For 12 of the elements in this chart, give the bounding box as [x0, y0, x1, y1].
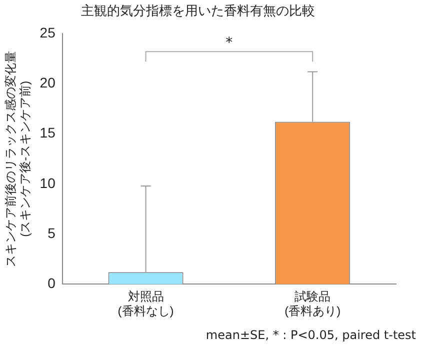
- y-tick-label: 5: [48, 224, 56, 241]
- annotation: *: [226, 35, 233, 52]
- text: mean±SE, * : P<0.05, paired t-test: [204, 328, 416, 342]
- y-axis-title: スキンケア前後のリラックス感の変化量 (スキンケア後-スキンケア前): [4, 50, 32, 267]
- y-tick-label: 25: [40, 24, 56, 40]
- y-tick-label: 10: [40, 174, 56, 191]
- x-tick-label: 対照品 (香料なし): [118, 290, 174, 318]
- x-tick-label: 試験品 (香料あり): [284, 290, 341, 318]
- y-tick-label: 20: [40, 74, 56, 91]
- chart-title: 主観的気分指標を用いた香料有無の比較: [81, 3, 315, 20]
- y-tick-label: 0: [48, 275, 56, 292]
- y-tick-label: 15: [40, 124, 56, 141]
